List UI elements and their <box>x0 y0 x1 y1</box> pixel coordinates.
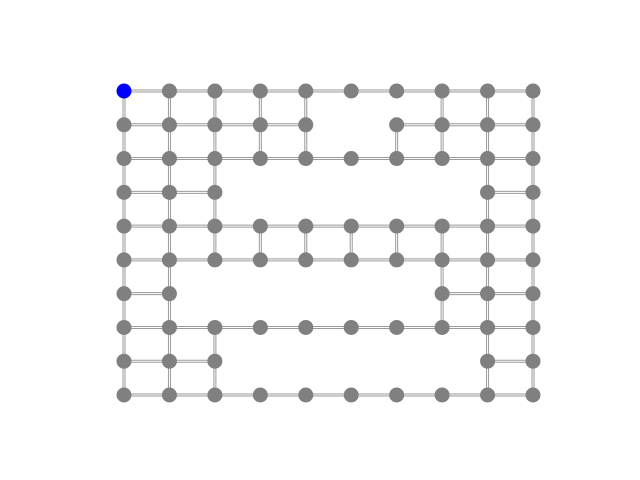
node-r7c3[interactable] <box>252 319 268 335</box>
node-r7c2[interactable] <box>207 319 223 335</box>
node-r1c0[interactable] <box>116 117 132 133</box>
node-r4c0[interactable] <box>116 218 132 234</box>
node-r0c3[interactable] <box>252 83 268 99</box>
node-r2c5[interactable] <box>343 151 359 167</box>
node-r0c6[interactable] <box>389 83 405 99</box>
current-node[interactable] <box>116 83 132 99</box>
node-r7c6[interactable] <box>389 319 405 335</box>
node-r4c4[interactable] <box>298 218 314 234</box>
node-r9c5[interactable] <box>343 387 359 403</box>
node-r0c2[interactable] <box>207 83 223 99</box>
node-r1c4[interactable] <box>298 117 314 133</box>
node-r2c6[interactable] <box>389 151 405 167</box>
node-r0c5[interactable] <box>343 83 359 99</box>
node-r3c1[interactable] <box>161 184 177 200</box>
node-r6c7[interactable] <box>434 286 450 302</box>
node-r5c5[interactable] <box>343 252 359 268</box>
node-r7c5[interactable] <box>343 319 359 335</box>
node-r0c8[interactable] <box>480 83 496 99</box>
node-r2c7[interactable] <box>434 151 450 167</box>
node-r6c9[interactable] <box>525 286 541 302</box>
node-r9c8[interactable] <box>480 387 496 403</box>
node-r4c6[interactable] <box>389 218 405 234</box>
node-r7c1[interactable] <box>161 319 177 335</box>
node-r8c8[interactable] <box>480 353 496 369</box>
node-r5c8[interactable] <box>480 252 496 268</box>
node-r9c2[interactable] <box>207 387 223 403</box>
node-r9c4[interactable] <box>298 387 314 403</box>
node-r5c9[interactable] <box>525 252 541 268</box>
node-r8c9[interactable] <box>525 353 541 369</box>
node-r2c8[interactable] <box>480 151 496 167</box>
node-r1c3[interactable] <box>252 117 268 133</box>
node-r5c7[interactable] <box>434 252 450 268</box>
node-r1c2[interactable] <box>207 117 223 133</box>
node-r8c0[interactable] <box>116 353 132 369</box>
node-r3c2[interactable] <box>207 184 223 200</box>
node-r7c9[interactable] <box>525 319 541 335</box>
node-r7c7[interactable] <box>434 319 450 335</box>
node-r2c0[interactable] <box>116 151 132 167</box>
node-r1c9[interactable] <box>525 117 541 133</box>
node-r3c0[interactable] <box>116 184 132 200</box>
node-r4c8[interactable] <box>480 218 496 234</box>
node-r9c6[interactable] <box>389 387 405 403</box>
node-r1c8[interactable] <box>480 117 496 133</box>
node-r5c3[interactable] <box>252 252 268 268</box>
node-r4c2[interactable] <box>207 218 223 234</box>
node-r1c1[interactable] <box>161 117 177 133</box>
node-layer <box>116 83 541 403</box>
node-r2c1[interactable] <box>161 151 177 167</box>
node-r5c4[interactable] <box>298 252 314 268</box>
node-r6c0[interactable] <box>116 286 132 302</box>
node-r9c9[interactable] <box>525 387 541 403</box>
node-r3c8[interactable] <box>480 184 496 200</box>
node-r4c7[interactable] <box>434 218 450 234</box>
node-r1c7[interactable] <box>434 117 450 133</box>
node-r1c6[interactable] <box>389 117 405 133</box>
node-r9c7[interactable] <box>434 387 450 403</box>
node-r2c4[interactable] <box>298 151 314 167</box>
node-r7c0[interactable] <box>116 319 132 335</box>
node-r5c6[interactable] <box>389 252 405 268</box>
node-r9c0[interactable] <box>116 387 132 403</box>
node-r3c9[interactable] <box>525 184 541 200</box>
node-r8c1[interactable] <box>161 353 177 369</box>
node-r6c8[interactable] <box>480 286 496 302</box>
node-r2c2[interactable] <box>207 151 223 167</box>
node-r0c7[interactable] <box>434 83 450 99</box>
node-r9c1[interactable] <box>161 387 177 403</box>
node-r9c3[interactable] <box>252 387 268 403</box>
node-r4c3[interactable] <box>252 218 268 234</box>
node-r4c5[interactable] <box>343 218 359 234</box>
node-r5c2[interactable] <box>207 252 223 268</box>
node-r7c8[interactable] <box>480 319 496 335</box>
node-r0c9[interactable] <box>525 83 541 99</box>
node-r8c2[interactable] <box>207 353 223 369</box>
node-r6c1[interactable] <box>161 286 177 302</box>
node-r5c1[interactable] <box>161 252 177 268</box>
node-r2c9[interactable] <box>525 151 541 167</box>
node-r0c4[interactable] <box>298 83 314 99</box>
node-r4c9[interactable] <box>525 218 541 234</box>
node-r4c1[interactable] <box>161 218 177 234</box>
node-r7c4[interactable] <box>298 319 314 335</box>
node-r2c3[interactable] <box>252 151 268 167</box>
node-r5c0[interactable] <box>116 252 132 268</box>
node-r0c1[interactable] <box>161 83 177 99</box>
